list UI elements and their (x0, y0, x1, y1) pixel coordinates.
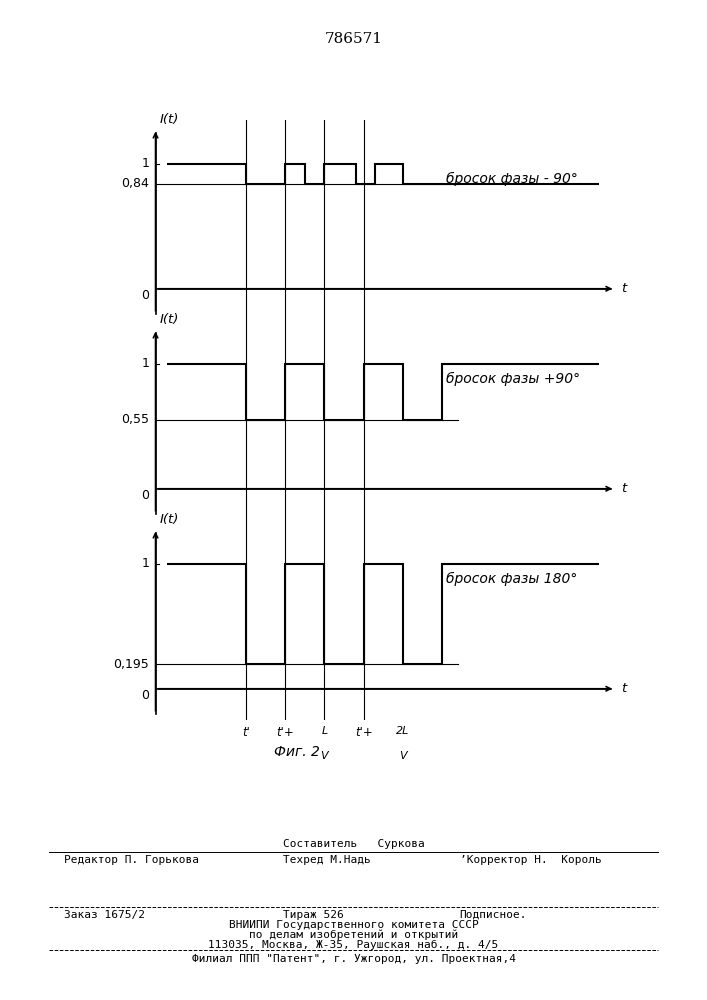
Text: 0: 0 (141, 689, 149, 702)
Text: 1: 1 (141, 357, 149, 370)
Text: Техред М.Надь: Техред М.Надь (283, 855, 370, 865)
Text: бросок фазы +90°: бросок фазы +90° (446, 372, 580, 386)
Text: Подписное.: Подписное. (460, 910, 527, 920)
Text: I(t): I(t) (160, 113, 179, 126)
Text: 2L: 2L (397, 726, 409, 736)
Text: L: L (321, 726, 327, 736)
Text: 786571: 786571 (325, 32, 382, 46)
Text: ’Корректор Н.  Король: ’Корректор Н. Король (460, 855, 601, 865)
Text: Филиал ППП "Патент", г. Ужгород, ул. Проектная,4: Филиал ППП "Патент", г. Ужгород, ул. Про… (192, 954, 515, 964)
Text: I(t): I(t) (160, 513, 179, 526)
Text: 0: 0 (141, 489, 149, 502)
Text: 1: 1 (141, 157, 149, 170)
Text: t: t (621, 482, 626, 495)
Text: I(t): I(t) (160, 313, 179, 326)
Text: t'+: t'+ (276, 726, 294, 739)
Text: t': t' (242, 726, 250, 739)
Text: Редактор П. Горькова: Редактор П. Горькова (64, 855, 199, 865)
Text: V: V (320, 751, 328, 761)
Text: V: V (399, 751, 407, 761)
Text: Тираж 526: Тираж 526 (283, 910, 344, 920)
Text: Фиг. 2: Фиг. 2 (274, 745, 320, 759)
Text: t'+: t'+ (355, 726, 373, 739)
Text: t: t (621, 682, 626, 695)
Text: 0: 0 (141, 289, 149, 302)
Text: бросок фазы - 90°: бросок фазы - 90° (446, 172, 578, 186)
Text: Составитель   Суркова: Составитель Суркова (283, 839, 424, 849)
Text: 0,55: 0,55 (122, 414, 149, 426)
Text: бросок фазы 180°: бросок фазы 180° (446, 572, 578, 586)
Text: 0,84: 0,84 (122, 177, 149, 190)
Text: 113035, Москва, Ж-35, Раушская наб., д. 4/5: 113035, Москва, Ж-35, Раушская наб., д. … (209, 940, 498, 950)
Text: по делам изобретений и открытий: по делам изобретений и открытий (249, 930, 458, 940)
Text: Заказ 1675/2: Заказ 1675/2 (64, 910, 145, 920)
Text: 1: 1 (141, 557, 149, 570)
Text: 0,195: 0,195 (114, 658, 149, 671)
Text: ВНИИПИ Государственного комитета СССР: ВНИИПИ Государственного комитета СССР (228, 920, 479, 930)
Text: t: t (621, 282, 626, 295)
